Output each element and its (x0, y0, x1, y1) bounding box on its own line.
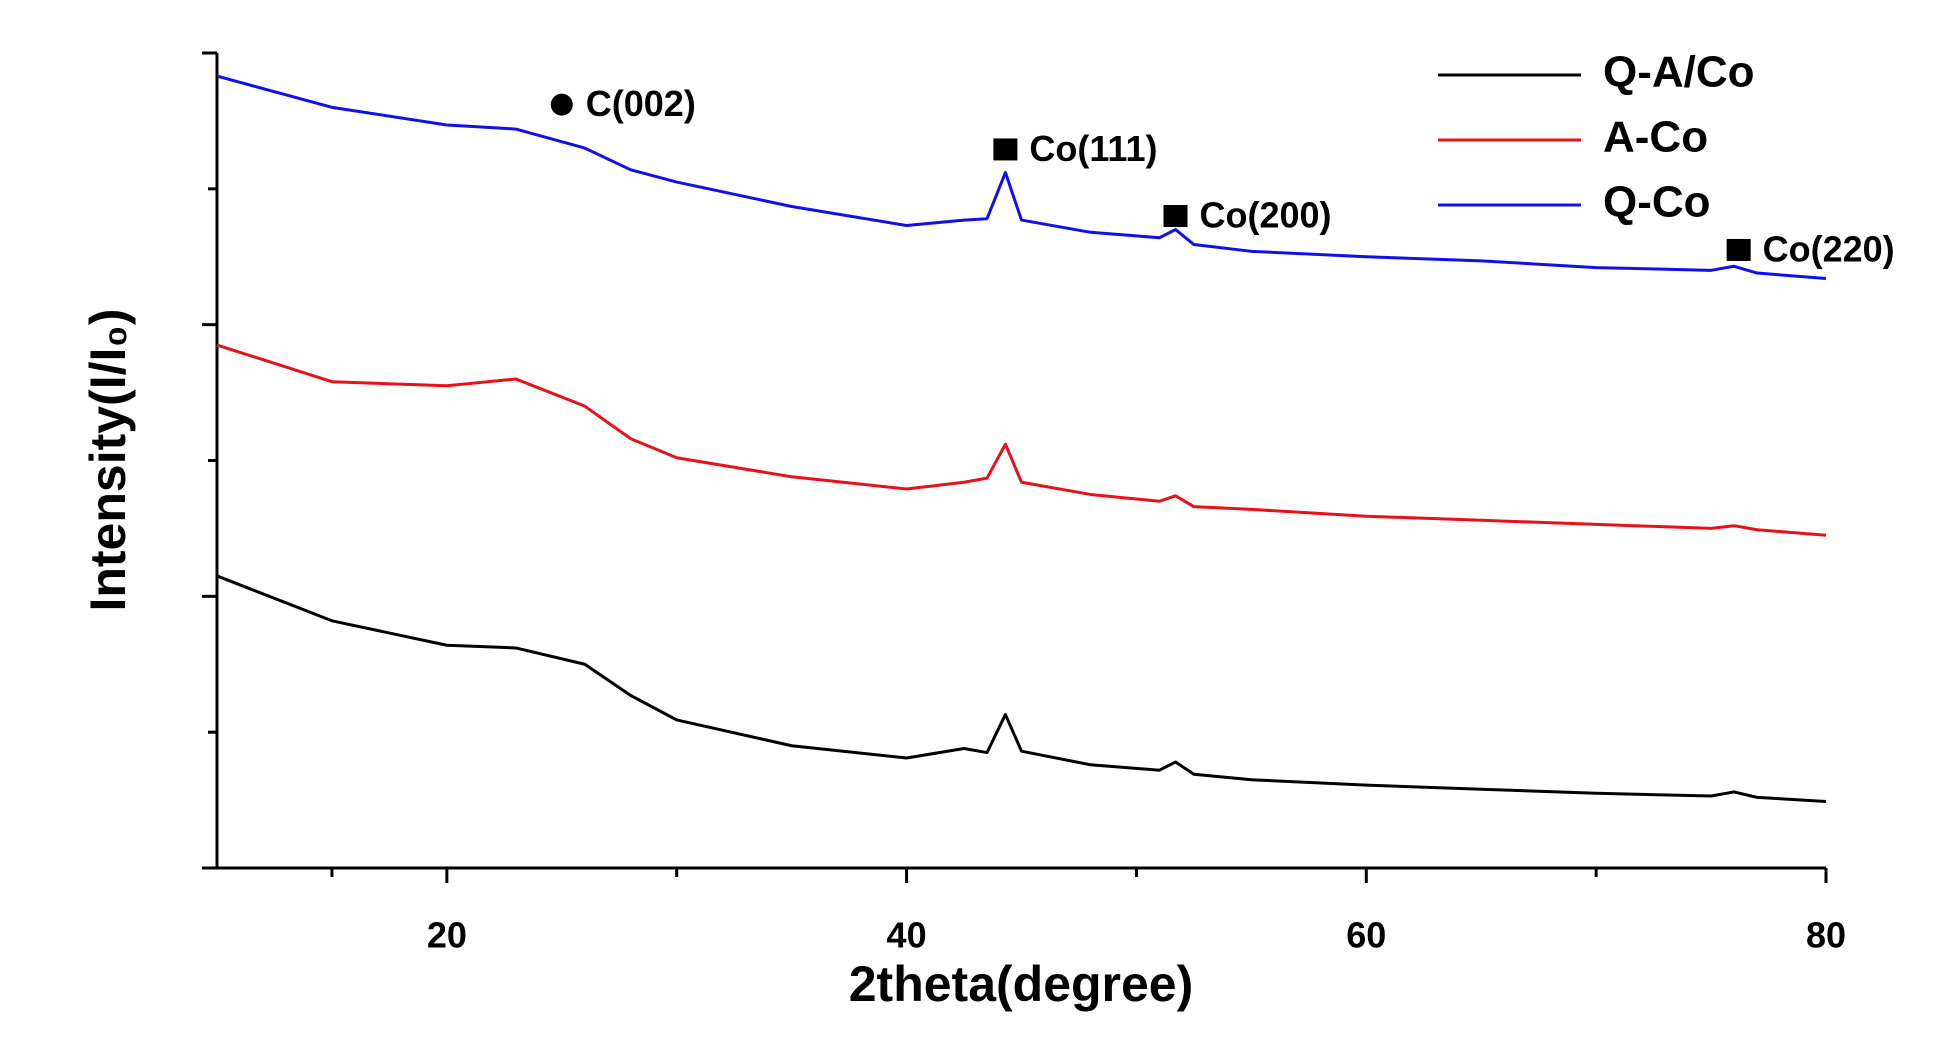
x-tick-label: 40 (887, 915, 927, 956)
x-tick-label: 60 (1346, 915, 1386, 956)
annotation-label: Co(220) (1763, 228, 1895, 269)
legend-label: Q-A/Co (1603, 48, 1755, 97)
x-tick-label: 80 (1806, 915, 1846, 956)
data-line (216, 574, 1827, 803)
data-line (216, 343, 1827, 537)
legend-label: A-Co (1603, 113, 1708, 162)
annotation-marker (993, 138, 1018, 161)
x-tick-label: 20 (427, 915, 467, 956)
annotation-marker (550, 93, 573, 116)
annotation-marker (1726, 238, 1751, 261)
annotation-marker (1163, 205, 1188, 227)
y-axis-title: Intensity(I/I₀) (80, 308, 136, 611)
x-axis-title: 2theta(degree) (849, 956, 1194, 1012)
annotation-label: Co(200) (1200, 195, 1332, 236)
legend-label: Q-Co (1603, 178, 1711, 227)
annotation-label: Co(111) (1029, 128, 1157, 169)
annotation-label: C(002) (586, 83, 696, 124)
data-line (216, 74, 1827, 280)
